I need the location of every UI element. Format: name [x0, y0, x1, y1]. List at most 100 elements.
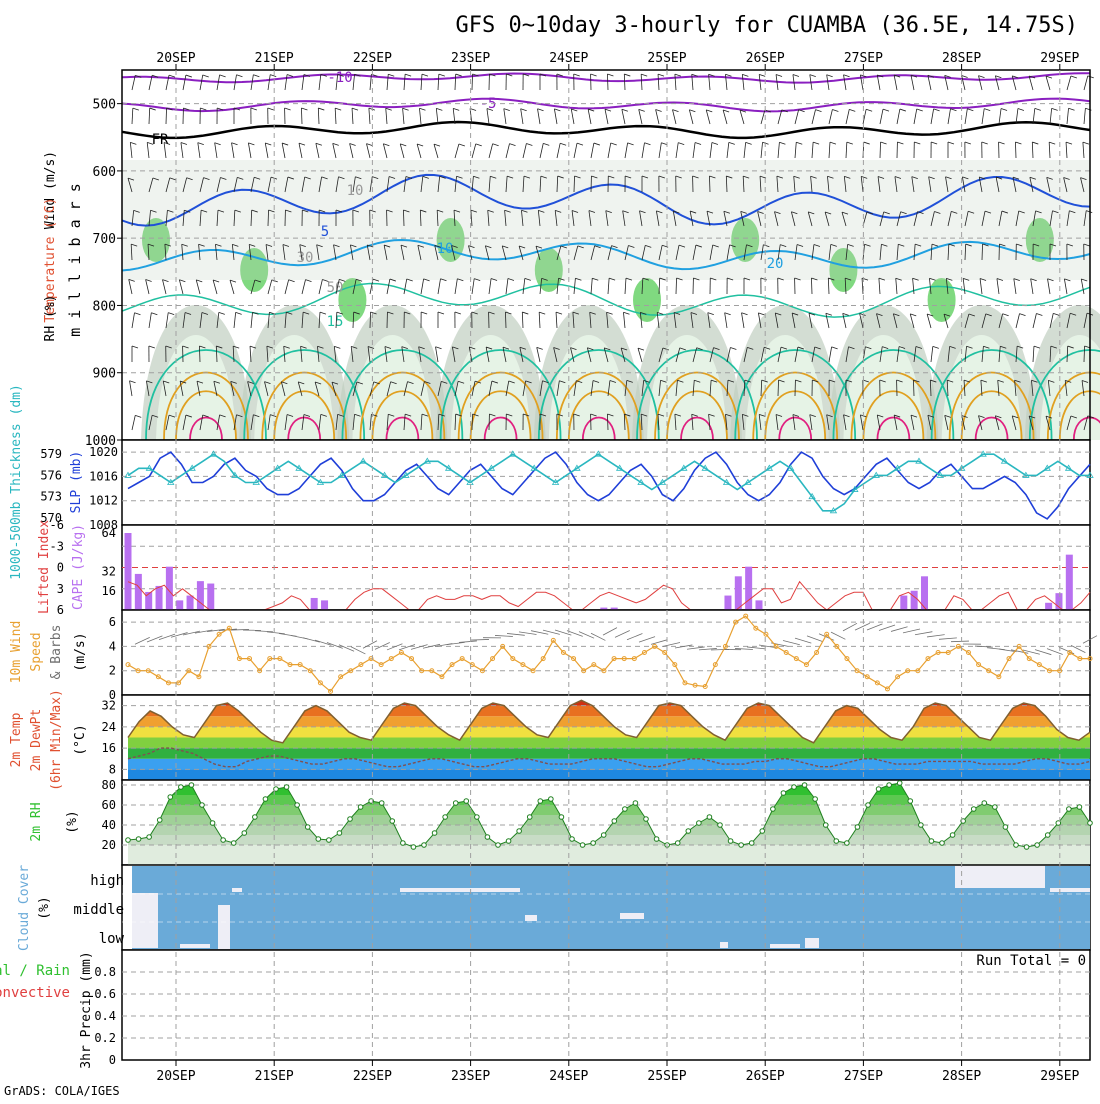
cape-bar — [176, 600, 183, 610]
chart-title: GFS 0~10day 3-hourly for CUAMBA (36.5E, … — [455, 13, 1078, 38]
rh2m-point — [549, 797, 554, 802]
wind10-tick-label: 6 — [109, 615, 116, 629]
sounding-wind-barb — [778, 380, 779, 396]
top-date-label: 20SEP — [156, 51, 195, 66]
bottom-date-label: 24SEP — [549, 1069, 588, 1084]
rh2m-point — [443, 815, 448, 820]
credit: GrADS: COLA/IGES — [4, 1084, 120, 1098]
rh2m-point — [1088, 821, 1093, 826]
sounding-wind-barb — [607, 414, 608, 430]
cloud-gap — [132, 893, 158, 948]
temp2m-label-2: 2m DewPt — [29, 709, 44, 772]
cape-bar — [1045, 603, 1052, 610]
rh2m-point — [908, 799, 913, 804]
temp2m-label-3: (6hr Min/Max) — [49, 689, 64, 791]
rh2m-tick-label: 40 — [102, 818, 116, 832]
bottom-date-label: 27SEP — [844, 1069, 883, 1084]
temp2m-tick-label: 8 — [109, 762, 116, 776]
rh2m-point — [697, 821, 702, 826]
rh2m-point — [1035, 843, 1040, 848]
sounding-wind-barb — [268, 210, 269, 226]
cloud-units: (%) — [37, 896, 52, 919]
wind10-tick-label: 4 — [109, 639, 116, 653]
rh2m-point — [295, 803, 300, 808]
temp2m-tick-label: 16 — [102, 741, 116, 755]
rh2m-point — [538, 799, 543, 804]
cape-tick-label: 64 — [102, 526, 116, 540]
run-total-label: Run Total = 0 — [976, 953, 1086, 969]
rh2m-point — [623, 807, 628, 812]
rh2m-point — [654, 837, 659, 842]
sounding-wind-barb — [607, 74, 608, 90]
top-date-label: 27SEP — [844, 51, 883, 66]
temp2m-label-1: 2m Temp — [9, 712, 24, 767]
contour-label: FR — [152, 132, 169, 148]
rh2m-point — [1077, 805, 1082, 810]
cape-bar — [900, 596, 907, 610]
cloud-label: Cloud Cover — [17, 865, 32, 951]
sounding-wind-barb — [676, 278, 677, 294]
rh2m-point — [591, 841, 596, 846]
rh2m-point — [506, 839, 511, 844]
precip-panel: 0.80.60.40.20 Run Total = 0 Total / Rain… — [0, 950, 1090, 1069]
cape-bar — [735, 576, 742, 610]
rh2m-point — [453, 801, 458, 806]
sounding-wind-barb — [913, 380, 914, 396]
cape-bar — [745, 567, 752, 610]
rh2m-point — [327, 838, 332, 843]
millibars-axis-label: m i l l i b a r s — [66, 183, 84, 337]
rh2m-point — [464, 799, 469, 804]
rh2m-point — [358, 805, 363, 810]
bottom-date-label: 25SEP — [647, 1069, 686, 1084]
wind10-label-3: & Barbs — [49, 625, 64, 680]
pressure-tick-label: 500 — [93, 98, 116, 113]
contour-label: 20 — [767, 256, 784, 272]
bottom-date-label: 26SEP — [746, 1069, 785, 1084]
rh2m-tick-label: 80 — [102, 778, 116, 792]
bottom-date-label: 22SEP — [353, 1069, 392, 1084]
contour-label: 15 — [327, 314, 344, 330]
rh2m-point — [1014, 843, 1019, 848]
cloud-gap — [955, 866, 1045, 888]
rh2m-point — [1045, 833, 1050, 838]
rh2m-point — [580, 843, 585, 848]
rh2m-point — [749, 841, 754, 846]
li-tick-label: 3 — [57, 582, 64, 596]
rh2m-point — [834, 839, 839, 844]
wind10-label-2: Speed — [29, 632, 44, 671]
sounding-wind-barb — [1015, 142, 1016, 158]
rh2m-point — [971, 807, 976, 812]
cloud-gap — [400, 888, 520, 892]
rh2m-tick-label: 60 — [102, 798, 116, 812]
wind10-tick-label: 2 — [109, 664, 116, 678]
precip-frame — [122, 950, 1090, 1060]
rh2m-point — [601, 833, 606, 838]
rh2m-point — [771, 807, 776, 812]
rh2m-point — [475, 815, 480, 820]
cloud-gap — [1050, 888, 1090, 892]
cape-bar — [156, 586, 163, 610]
wind10-units: (m/s) — [73, 632, 88, 671]
cloud-level-high: high — [90, 873, 124, 889]
cloud-gap — [620, 913, 644, 919]
rh2m-point — [157, 818, 162, 823]
top-date-label: 25SEP — [647, 51, 686, 66]
temp-band — [122, 748, 1090, 759]
thickness-tick-label: 576 — [40, 468, 62, 482]
top-date-label: 22SEP — [353, 51, 392, 66]
rh2m-point — [993, 805, 998, 810]
temp2m-units: (°C) — [73, 724, 88, 755]
rh2m-point — [263, 797, 268, 802]
sounding-wind-barb — [811, 278, 812, 294]
rh2m-point — [422, 843, 427, 848]
rh2m-point — [284, 785, 289, 790]
rh2m-point — [855, 825, 860, 830]
